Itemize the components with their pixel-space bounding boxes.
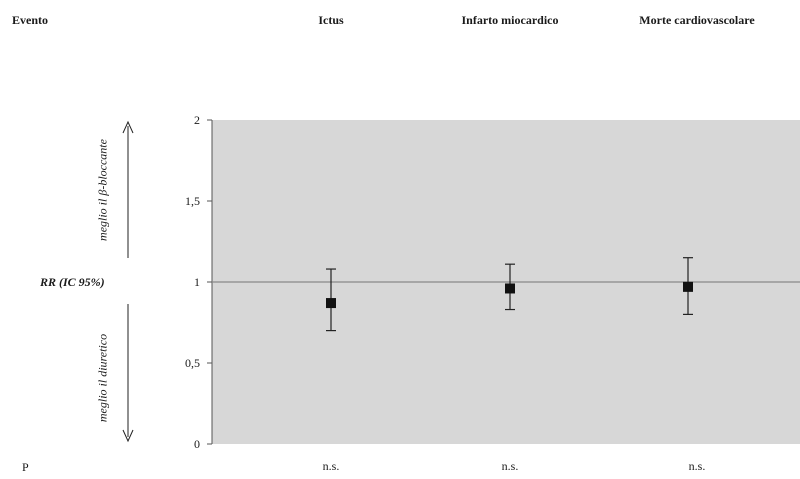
point-estimate — [683, 281, 693, 292]
y-tick-label: 0 — [194, 437, 200, 451]
p-label: P — [22, 460, 29, 474]
rr-ci-label: RR (IC 95%) — [40, 275, 105, 289]
y-tick-label: 1 — [194, 275, 200, 289]
better-beta-blocker-label: meglio il β-bloccante — [95, 139, 110, 241]
y-tick-label: 2 — [194, 113, 200, 127]
arrow-down-head — [122, 429, 134, 443]
point-estimate — [505, 283, 515, 294]
y-tick-label: 0,5 — [185, 356, 200, 370]
arrow-up-head — [122, 120, 134, 134]
column-header-infarto: Infarto miocardico — [461, 13, 559, 27]
p-value-morte: n.s. — [688, 459, 706, 473]
p-value-infarto: n.s. — [501, 459, 519, 473]
p-value-ictus: n.s. — [322, 459, 340, 473]
y-tick-label: 1,5 — [185, 194, 200, 208]
column-header-ictus: Ictus — [318, 13, 344, 27]
event-header: Evento — [12, 13, 48, 27]
column-header-morte: Morte cardiovascolare — [639, 13, 755, 27]
point-estimate — [326, 298, 336, 309]
better-diuretic-label: meglio il diuretico — [95, 333, 110, 423]
